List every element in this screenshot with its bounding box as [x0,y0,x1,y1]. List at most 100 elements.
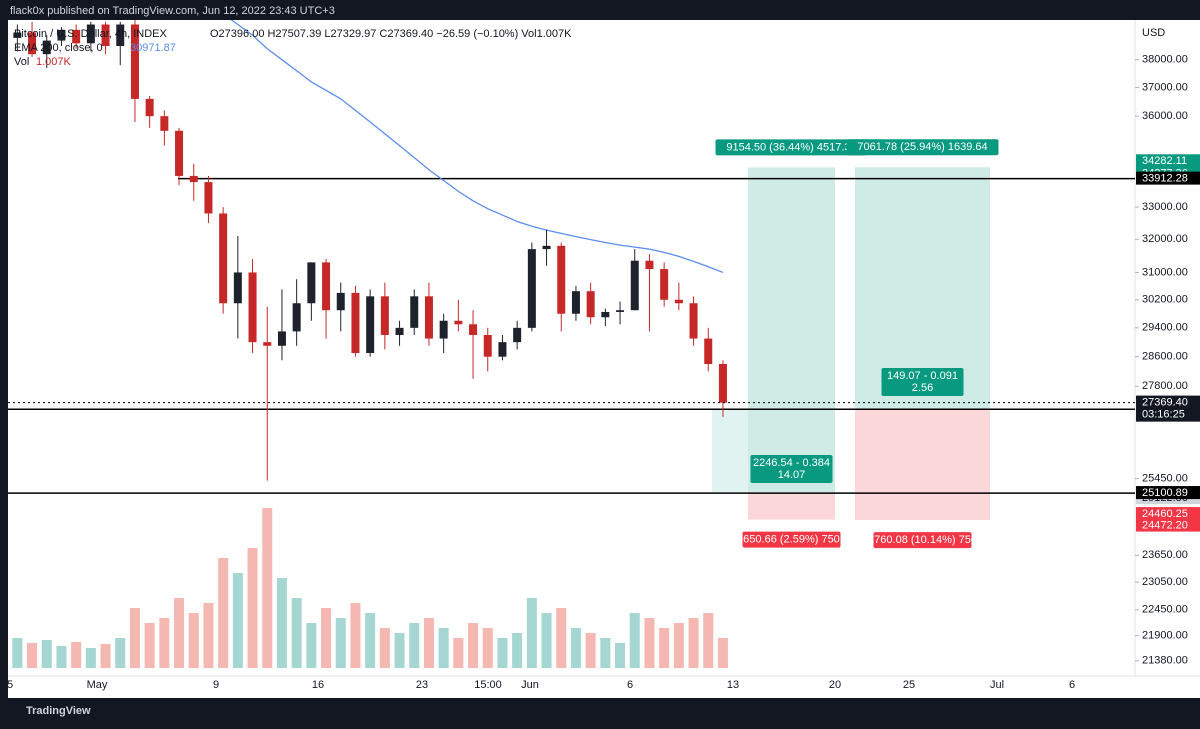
candle-body [527,249,536,328]
candle-body [704,338,713,365]
time-label: 20 [829,679,841,691]
candle-body [28,32,37,55]
publisher: flack0x published on TradingView.com, Ju… [10,5,335,17]
time-label: 6 [627,679,633,691]
hline-badge [1136,486,1200,500]
tool-bottom-text: 2760.08 (10.14%) 750 [868,534,977,546]
volume-bar [570,628,581,668]
candle-body [366,296,375,354]
price-badge-label: 24460.25 [1142,508,1188,520]
candle-body [542,245,551,250]
candle-body [557,245,566,314]
candle-body [454,320,463,325]
footer [8,698,1200,724]
candle-body [601,311,610,318]
price-tick-label: 36000.00 [1142,110,1188,122]
price-tick-label: 31000.00 [1142,266,1188,278]
candle-body [189,175,198,183]
candle-body [233,272,242,304]
candle-body [130,24,139,99]
time-label: Jul [990,679,1004,691]
volume-bar [453,638,464,668]
candle-body [219,213,228,304]
tool-top-text-box [715,139,868,156]
candle-body [395,327,404,335]
volume-bar [291,598,302,668]
candle-body [248,272,257,343]
candle-body [292,303,301,332]
volume-bar [276,578,287,668]
volume-bar [585,633,596,668]
time-label: May [87,679,108,691]
volume-bar [41,640,52,668]
volume-bar [188,613,199,668]
tool-bottom-text: 650.66 (2.59%) 750 [743,533,840,545]
chart-pane [8,20,1200,698]
legend-ema: EMA 200, close, 0 [14,42,103,54]
legend-ohlc: O27396.00 H27507.39 L27329.97 C27369.40 … [210,28,572,40]
time-label: 15:00 [474,679,502,691]
volume-bar [12,638,23,668]
tool-mid-text: 14.07 [778,469,806,481]
volume-bar [350,603,361,668]
candle-body [57,29,66,41]
price-tick-label: 28600.00 [1142,351,1188,363]
candle-body [351,292,360,354]
volume-bar [159,618,170,668]
candle-body [469,324,478,335]
current-price-badge [1136,395,1200,422]
candle-body [410,296,419,328]
candle-body [116,24,125,47]
volume-bar [262,508,273,668]
candle-body [660,269,669,300]
ema-line [230,20,724,274]
volume-bar [615,643,626,668]
legend-ema-value: 30971.87 [130,42,176,54]
volume-bar [556,608,567,668]
hline-badge-label: 33912.28 [1142,173,1188,185]
price-tick-label: 38000.00 [1142,54,1188,66]
tool-top-text: 7061.78 (25.94%) 1639.64 [857,141,987,153]
price-tick-label: 29400.00 [1142,322,1188,334]
volume-bar [115,638,126,668]
candle-body [101,24,110,47]
volume-bar [526,598,537,668]
candle-body [424,296,433,339]
candle-body [277,331,286,346]
countdown: 03:16:25 [1142,409,1185,421]
time-label: 5 [7,679,13,691]
volume-bar [703,613,714,668]
tool-mid-text: 2.56 [912,382,933,394]
time-label: Jun [521,679,539,691]
volume-bar [27,643,38,668]
tool-mid-text-box [750,455,833,483]
volume-bar [144,623,155,668]
overlay: 38000.00 37000.00 36000.00 33000.00 32000.00… [7,54,1200,691]
price-tick-label: 23050.00 [1142,576,1188,588]
candle-body [380,296,389,335]
volume-bar [321,608,332,668]
volume-bar [85,648,96,668]
volume-bar [629,613,640,668]
volume-bar [541,613,552,668]
candle-body [674,299,683,304]
volume-bar [71,642,82,668]
volume-bar [468,623,479,668]
price-tick-label: 32000.00 [1142,233,1188,245]
price-tick-label: 27800.00 [1142,380,1188,392]
price-badge-label: 24472.20 [1142,519,1188,531]
candle-body [86,24,95,44]
candle-body [204,182,213,214]
price-tick-label: 37000.00 [1142,81,1188,93]
candle-body [263,342,272,346]
volume-bar [497,638,508,668]
volume-bar [512,633,523,668]
volume-bar [600,638,611,668]
loss-zone [748,492,835,520]
candle-body [42,40,51,55]
candle-body [175,130,184,176]
volume-bar [659,628,670,668]
price-tick-label: 30200.00 [1142,294,1188,306]
volume-bar [203,603,214,668]
